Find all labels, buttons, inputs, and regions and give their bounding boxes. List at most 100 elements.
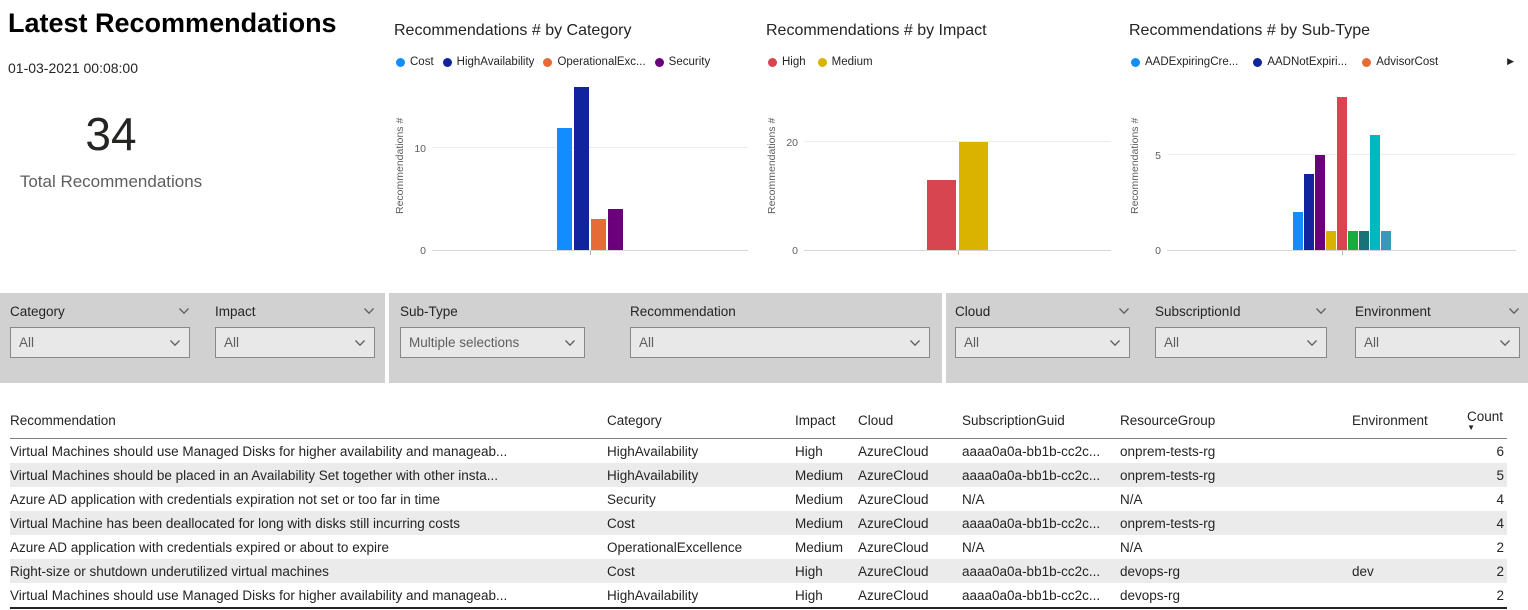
gridline xyxy=(804,140,1111,142)
operationalexcellence-bar[interactable] xyxy=(591,219,606,250)
y-tick-label: 5 xyxy=(1155,149,1161,162)
cell-environment: dev xyxy=(1352,563,1374,579)
cell-environment xyxy=(1352,487,1447,511)
series-bar[interactable] xyxy=(1380,231,1391,250)
legend-item-advisorcost[interactable]: AdvisorCost xyxy=(1362,56,1438,68)
cell-recommendation: Virtual Machine has been deallocated for… xyxy=(10,515,460,531)
slicer-value: All xyxy=(964,335,980,350)
cost-bar[interactable] xyxy=(557,128,572,250)
slicer-dropdown[interactable]: Multiple selections xyxy=(400,327,585,358)
table-row[interactable]: Virtual Machines should use Managed Disk… xyxy=(10,439,1507,464)
legend-dot-icon xyxy=(442,57,452,67)
slicer-header[interactable]: Environment xyxy=(1355,300,1520,322)
cell-recommendation: Virtual Machines should be placed in an … xyxy=(10,467,499,483)
cell-impact: Medium xyxy=(795,515,844,531)
charts-row: Recommendations # by Category Cost HighAva… xyxy=(388,0,1528,292)
medium-bar[interactable] xyxy=(959,142,988,250)
slicer-header[interactable]: Impact xyxy=(215,300,375,322)
column-header-impact[interactable]: Impact xyxy=(795,402,858,439)
y-tick-label: 10 xyxy=(414,143,426,156)
slicer-group-left: Category All Impact All xyxy=(0,293,385,383)
slicer-value: All xyxy=(1364,335,1380,350)
slicer-header[interactable]: Category xyxy=(10,300,190,322)
slicer-dropdown[interactable]: All xyxy=(955,327,1130,358)
slicer-dropdown[interactable]: All xyxy=(1155,327,1327,358)
column-header-resourcegroup[interactable]: ResourceGroup xyxy=(1120,402,1352,439)
chart-title: Recommendations # by Category xyxy=(394,22,632,39)
slicer-header[interactable]: Cloud xyxy=(955,300,1130,322)
cell-subscriptionguid: aaaa0a0a-bb1b-cc2c... xyxy=(962,583,1120,609)
series-bar[interactable] xyxy=(1358,231,1369,250)
aadnotexpiri-bar[interactable] xyxy=(1303,174,1314,250)
series-bar[interactable] xyxy=(1369,135,1380,250)
legend-item-aadnotexpiri[interactable]: AADNotExpiri... xyxy=(1253,56,1347,68)
column-header-content: Count ▼ xyxy=(1447,409,1503,432)
chart-plot: Recommendations # 0 10 xyxy=(394,82,748,258)
y-axis-title: Recommendations # xyxy=(394,117,406,215)
cell-cloud: AzureCloud xyxy=(858,515,929,531)
slicer-header[interactable]: Recommendation xyxy=(630,300,930,322)
series-bar[interactable] xyxy=(1347,231,1358,250)
slicer-dropdown[interactable]: All xyxy=(215,327,375,358)
table-row[interactable]: Virtual Machines should be placed in an … xyxy=(10,463,1507,487)
cell-cloud: AzureCloud xyxy=(858,563,929,579)
y-axis-title: Recommendations # xyxy=(1129,117,1141,215)
column-header-count[interactable]: Count ▼ xyxy=(1447,402,1507,439)
legend-item-security[interactable]: Security xyxy=(654,56,711,68)
cell-resourcegroup: N/A xyxy=(1120,539,1143,555)
cell-count: 5 xyxy=(1496,467,1504,483)
table-row[interactable]: Virtual Machine has been deallocated for… xyxy=(10,511,1507,535)
legend-label: Cost xyxy=(410,56,434,68)
slicer-header-chevron-icon xyxy=(1508,307,1520,315)
slicer-header[interactable]: SubscriptionId xyxy=(1155,300,1327,322)
slicer-dropdown[interactable]: All xyxy=(630,327,930,358)
legend-dot-icon xyxy=(654,57,664,67)
legend-item-high[interactable]: High xyxy=(768,56,806,68)
column-header-category[interactable]: Category xyxy=(607,402,795,439)
legend-item-highavailability[interactable]: HighAvailability xyxy=(442,56,534,68)
legend-item-cost[interactable]: Cost xyxy=(396,56,434,68)
cell-recommendation: Virtual Machines should use Managed Disk… xyxy=(10,443,508,459)
highavailability-bar[interactable] xyxy=(574,87,589,250)
cell-category: HighAvailability xyxy=(607,443,699,459)
gridline xyxy=(432,147,748,149)
y-axis-ticks: 0 20 xyxy=(780,82,804,257)
legend-item-aadexpiringcre[interactable]: AADExpiringCre... xyxy=(1131,56,1238,68)
cell-category: Security xyxy=(607,491,656,507)
slicer-label: Impact xyxy=(215,303,256,319)
legend-item-operationalexc[interactable]: OperationalExc... xyxy=(543,56,646,68)
aadexpiringcre-bar[interactable] xyxy=(1292,212,1303,250)
cell-subscriptionguid: aaaa0a0a-bb1b-cc2c... xyxy=(962,563,1101,579)
cell-environment xyxy=(1352,583,1447,609)
slicer-cloud: Cloud All xyxy=(955,300,1130,358)
series-bar[interactable] xyxy=(1336,97,1347,250)
chart-recommendations-by-impact: Recommendations # by Impact High Medium Rec… xyxy=(760,0,1123,292)
column-header-environment[interactable]: Environment xyxy=(1352,402,1447,439)
column-header-recommendation[interactable]: Recommendation xyxy=(10,402,607,439)
legend-item-medium[interactable]: Medium xyxy=(817,56,873,68)
high-bar[interactable] xyxy=(927,180,956,250)
slicer-dropdown[interactable]: All xyxy=(10,327,190,358)
cell-environment xyxy=(1352,535,1447,559)
security-bar[interactable] xyxy=(608,209,623,250)
column-header-subscriptionguid[interactable]: SubscriptionGuid xyxy=(962,402,1120,439)
y-tick-label: 0 xyxy=(420,245,426,257)
cell-category: HighAvailability xyxy=(607,467,699,483)
cell-subscriptionguid: aaaa0a0a-bb1b-cc2c... xyxy=(962,515,1101,531)
cell-resourcegroup: onprem-tests-rg xyxy=(1120,467,1216,483)
table-row[interactable]: Azure AD application with credentials ex… xyxy=(10,535,1507,559)
legend-label: Security xyxy=(668,56,711,68)
cell-resourcegroup: onprem-tests-rg xyxy=(1120,443,1216,459)
legend-scroll-right-icon[interactable]: ▶ xyxy=(1507,56,1514,66)
series-bar[interactable] xyxy=(1314,155,1325,250)
sort-desc-icon: ▼ xyxy=(1467,423,1475,432)
slicer-dropdown[interactable]: All xyxy=(1355,327,1520,358)
table-row[interactable]: Azure AD application with credentials ex… xyxy=(10,487,1507,511)
table-row[interactable]: Right-size or shutdown underutilized vir… xyxy=(10,559,1507,583)
table-row[interactable]: Virtual Machines should use Managed Disk… xyxy=(10,583,1507,609)
series-bar[interactable] xyxy=(1325,231,1336,250)
dropdown-chevron-icon xyxy=(1109,339,1121,347)
column-header-cloud[interactable]: Cloud xyxy=(858,402,962,439)
table-body: Virtual Machines should use Managed Disk… xyxy=(10,439,1507,609)
slicer-header[interactable]: Sub-Type xyxy=(400,300,585,322)
